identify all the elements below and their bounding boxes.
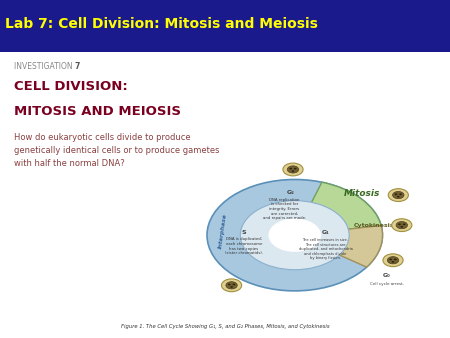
Text: Interphase: Interphase — [218, 213, 228, 249]
Text: INVESTIGATION: INVESTIGATION — [14, 63, 75, 71]
Circle shape — [395, 193, 397, 195]
Circle shape — [233, 284, 235, 285]
Circle shape — [207, 179, 382, 291]
Text: Cell cycle arrest.: Cell cycle arrest. — [370, 282, 404, 286]
Text: MITOSIS AND MEIOSIS: MITOSIS AND MEIOSIS — [14, 105, 180, 118]
Circle shape — [283, 163, 303, 176]
Text: The cell increases in size.
The cell structures are
duplicated, and mitochondria: The cell increases in size. The cell str… — [298, 238, 352, 260]
Text: 7: 7 — [74, 63, 80, 71]
Circle shape — [400, 226, 403, 228]
Circle shape — [228, 284, 230, 285]
Circle shape — [388, 189, 409, 201]
Circle shape — [387, 257, 399, 264]
Circle shape — [403, 223, 405, 225]
Circle shape — [287, 166, 299, 173]
Circle shape — [389, 259, 392, 260]
Circle shape — [230, 286, 233, 288]
Circle shape — [399, 193, 402, 195]
Wedge shape — [295, 225, 382, 267]
Text: Mitosis: Mitosis — [344, 189, 381, 198]
Circle shape — [392, 191, 404, 199]
Wedge shape — [295, 182, 381, 235]
Text: G₂: G₂ — [287, 190, 294, 195]
Circle shape — [289, 168, 292, 169]
Circle shape — [392, 219, 412, 232]
Text: DNA is duplicated;
each chromosome
has two copies
(sister chromatids).: DNA is duplicated; each chromosome has t… — [225, 237, 263, 255]
Circle shape — [383, 254, 403, 267]
Text: G₀: G₀ — [383, 273, 391, 278]
Text: S: S — [242, 230, 246, 235]
Circle shape — [268, 218, 321, 252]
Text: How do eukaryotic cells divide to produce
genetically identical cells or to prod: How do eukaryotic cells divide to produc… — [14, 133, 219, 168]
Text: CELL DIVISION:: CELL DIVISION: — [14, 79, 127, 93]
Circle shape — [397, 196, 400, 198]
Text: Lab 7: Cell Division: Mitosis and Meiosis: Lab 7: Cell Division: Mitosis and Meiosi… — [5, 17, 318, 30]
Circle shape — [398, 223, 401, 225]
Text: DNA replication
is checked for
integrity. Errors
are corrected,
and repairs are : DNA replication is checked for integrity… — [263, 198, 306, 220]
Text: Figure 1. The Cell Cycle Showing G₁, S, and G₂ Phases, Mitosis, and Cytokinesis: Figure 1. The Cell Cycle Showing G₁, S, … — [121, 324, 329, 330]
Circle shape — [294, 168, 297, 169]
Text: Cytokinesis: Cytokinesis — [354, 223, 394, 228]
Circle shape — [394, 259, 396, 260]
Text: G₁: G₁ — [321, 230, 329, 235]
Circle shape — [240, 201, 349, 270]
Circle shape — [292, 170, 294, 172]
Circle shape — [392, 261, 394, 263]
Circle shape — [396, 221, 408, 229]
Circle shape — [226, 282, 237, 289]
Circle shape — [221, 279, 242, 292]
